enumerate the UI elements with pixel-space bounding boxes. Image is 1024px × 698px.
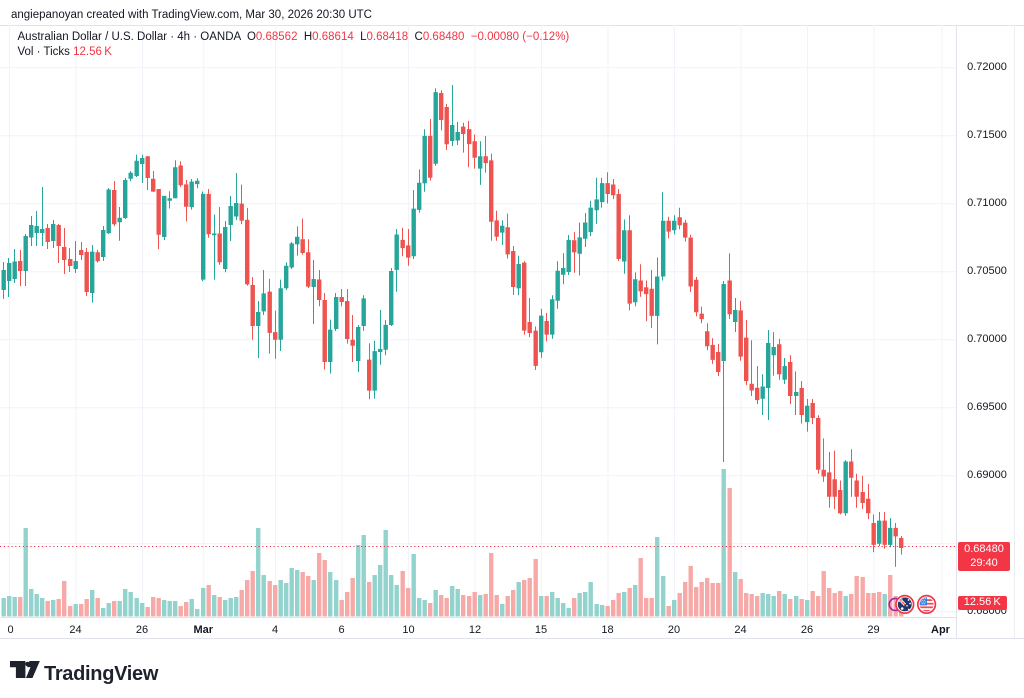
- svg-text:TradingView: TradingView: [44, 663, 159, 684]
